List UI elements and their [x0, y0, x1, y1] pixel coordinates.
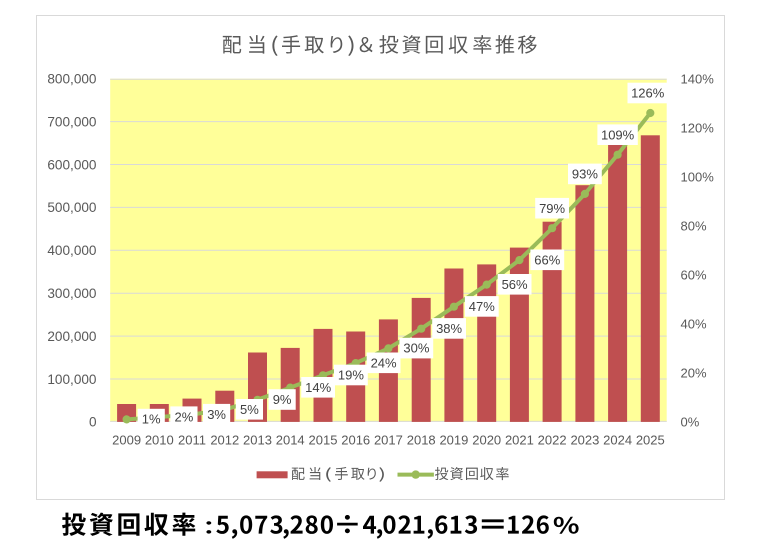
svg-text:2024: 2024 [603, 433, 632, 448]
svg-text:2013: 2013 [243, 433, 272, 448]
svg-text:19%: 19% [338, 368, 364, 383]
svg-text:56%: 56% [502, 277, 528, 292]
svg-text:2017: 2017 [374, 433, 403, 448]
svg-text:2021: 2021 [505, 433, 534, 448]
svg-text:66%: 66% [534, 252, 560, 267]
svg-text:2023: 2023 [570, 433, 599, 448]
svg-text:2025: 2025 [636, 433, 665, 448]
svg-text:109%: 109% [601, 127, 635, 142]
svg-text:3%: 3% [207, 407, 226, 422]
svg-text:2014: 2014 [276, 433, 305, 448]
svg-text:400,000: 400,000 [47, 243, 97, 258]
svg-text:2010: 2010 [145, 433, 174, 448]
svg-text:2015: 2015 [309, 433, 338, 448]
svg-text:2022: 2022 [538, 433, 567, 448]
svg-text:2020: 2020 [472, 433, 501, 448]
svg-text:2011: 2011 [178, 433, 206, 448]
svg-text:24%: 24% [371, 355, 397, 370]
svg-text:2012: 2012 [210, 433, 239, 448]
svg-text:93%: 93% [572, 167, 598, 182]
svg-text:9%: 9% [273, 392, 292, 407]
svg-text:0: 0 [89, 415, 97, 430]
svg-text:126%: 126% [631, 86, 665, 101]
svg-text:100%: 100% [681, 169, 715, 184]
svg-text:700,000: 700,000 [47, 114, 97, 129]
svg-text:20%: 20% [681, 366, 707, 381]
svg-text:2%: 2% [175, 409, 194, 424]
svg-text:5%: 5% [240, 402, 259, 417]
svg-text:80%: 80% [681, 218, 707, 233]
svg-text:2016: 2016 [341, 433, 370, 448]
svg-text:140%: 140% [681, 71, 715, 86]
svg-text:100,000: 100,000 [47, 372, 97, 387]
svg-text:30%: 30% [403, 341, 429, 356]
svg-text:200,000: 200,000 [47, 329, 97, 344]
svg-text:800,000: 800,000 [47, 72, 97, 87]
svg-text:38%: 38% [436, 321, 462, 336]
svg-text:1%: 1% [142, 412, 161, 427]
svg-text:2019: 2019 [439, 433, 468, 448]
svg-text:2009: 2009 [112, 433, 141, 448]
svg-text:60%: 60% [681, 267, 707, 282]
svg-text:300,000: 300,000 [47, 286, 97, 301]
svg-text:2018: 2018 [407, 433, 436, 448]
svg-text:79%: 79% [539, 201, 565, 216]
svg-text:600,000: 600,000 [47, 157, 97, 172]
svg-text:120%: 120% [681, 120, 715, 135]
svg-text:0%: 0% [681, 415, 700, 430]
svg-text:47%: 47% [469, 299, 495, 314]
svg-text:500,000: 500,000 [47, 200, 97, 215]
svg-text:40%: 40% [681, 316, 707, 331]
svg-text:14%: 14% [305, 380, 331, 395]
